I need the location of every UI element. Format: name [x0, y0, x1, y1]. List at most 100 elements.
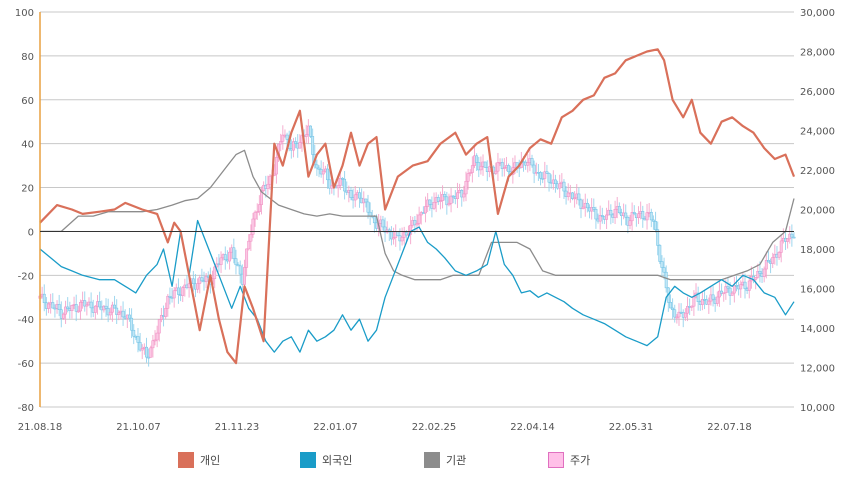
candle-body-291 [658, 245, 662, 262]
candle-body-100 [251, 218, 255, 235]
candle-body-220 [507, 165, 511, 172]
candle-body-316 [711, 294, 715, 300]
candle-body-15 [70, 305, 74, 311]
candle-body-338 [758, 270, 762, 274]
candle-body-36 [115, 307, 119, 315]
candle-body-321 [722, 292, 726, 295]
candle-body-148 [353, 194, 357, 201]
candle-body-161 [381, 219, 385, 228]
candle-body-218 [502, 167, 506, 169]
candle-body-28 [98, 301, 102, 308]
candle-body-283 [641, 211, 645, 219]
candle-body-141 [338, 177, 342, 186]
candle-body-46 [136, 336, 140, 343]
candle-body-275 [624, 212, 628, 218]
candle-body-238 [545, 171, 549, 174]
candle-body-288 [651, 219, 655, 222]
candle-body-211 [487, 166, 491, 172]
candle-body-190 [443, 194, 447, 198]
candle-body-237 [543, 171, 547, 179]
candle-body-191 [445, 196, 449, 206]
candle-body-101 [253, 211, 257, 220]
candle-body-31 [104, 305, 108, 309]
left-tick-label-5: 0 [28, 227, 34, 238]
candle-body-142 [341, 177, 344, 180]
right-tick-label-8: 14,000 [800, 324, 835, 335]
candle-body-296 [669, 302, 672, 309]
candle-body-96 [243, 267, 246, 285]
candle-body-176 [413, 220, 417, 226]
candle-body-183 [428, 199, 432, 205]
candle-body-181 [424, 206, 427, 214]
candle-body-72 [191, 278, 195, 285]
candle-body-157 [372, 216, 376, 224]
legend-swatch-institution [424, 452, 440, 468]
candle-body-32 [106, 308, 110, 316]
candle-body-154 [366, 201, 370, 213]
candle-body-92 [234, 258, 238, 266]
candle-body-207 [479, 166, 483, 171]
candle-body-293 [662, 267, 666, 273]
candle-body-93 [236, 264, 240, 267]
candle-body-337 [756, 270, 760, 278]
candle-body-131 [317, 167, 321, 170]
right-axis-tick-labels: 30,000 28,000 26,000 24,000 22,000 20,000 18,0… [800, 8, 835, 414]
candle-body-340 [762, 268, 766, 277]
candle-body-257 [585, 202, 589, 209]
candle-body-268 [609, 209, 613, 216]
candle-body-59 [164, 308, 168, 317]
candle-body-168 [396, 231, 400, 237]
legend-item-institution[interactable]: 기관 [424, 452, 466, 468]
candle-body-189 [441, 194, 445, 201]
candle-body-99 [249, 234, 253, 242]
candle-body-193 [449, 195, 453, 204]
candle-body-102 [255, 211, 259, 213]
candle-body-297 [671, 307, 675, 311]
legend-item-price[interactable]: 주가 [548, 452, 590, 468]
candle-body-122 [298, 142, 302, 149]
legend-label-price: 주가 [570, 454, 591, 467]
candle-body-172 [404, 232, 408, 236]
x-tick-label-0: 21.08.18 [18, 422, 63, 433]
candle-body-214 [494, 170, 498, 174]
candle-body-203 [470, 165, 474, 173]
candle-body-128 [311, 136, 315, 155]
candle-body-199 [462, 193, 466, 198]
candle-body-229 [526, 162, 530, 166]
candle-body-304 [686, 306, 689, 314]
candle-body-56 [157, 319, 161, 334]
legend-item-retail[interactable]: 개인 [178, 452, 220, 468]
candle-body-135 [326, 168, 329, 181]
candle-body-125 [304, 134, 308, 137]
candle-body-232 [532, 164, 536, 174]
candle-body-91 [232, 247, 236, 259]
right-tick-label-1: 28,000 [800, 48, 835, 59]
candle-body-333 [747, 280, 751, 291]
candle-body-242 [553, 179, 557, 185]
candle-body-174 [409, 224, 413, 235]
candle-body-133 [321, 170, 325, 175]
candle-body-329 [739, 284, 743, 290]
x-tick-label-5: 22.04.14 [510, 422, 555, 433]
candle-body-22 [85, 304, 89, 307]
candle-body-251 [573, 197, 577, 200]
candle-body-285 [645, 212, 649, 221]
candle-body-299 [675, 316, 679, 319]
candle-body-107 [266, 183, 270, 189]
candle-body-24 [89, 301, 93, 309]
candle-body-52 [149, 347, 153, 358]
candle-body-279 [632, 212, 636, 215]
candle-body-178 [417, 214, 421, 224]
candle-body-344 [771, 257, 775, 264]
candle-body-57 [159, 315, 163, 320]
right-tick-label-9: 12,000 [800, 364, 835, 375]
candle-body-35 [113, 304, 116, 309]
candle-body-21 [83, 300, 87, 307]
candle-body-127 [309, 125, 312, 137]
legend-swatch-foreign [300, 452, 316, 468]
x-tick-label-6: 22.05.31 [609, 422, 654, 433]
legend-item-foreign[interactable]: 외국인 [300, 452, 352, 468]
x-tick-label-2: 21.11.23 [215, 422, 260, 433]
candle-body-65 [176, 287, 180, 295]
